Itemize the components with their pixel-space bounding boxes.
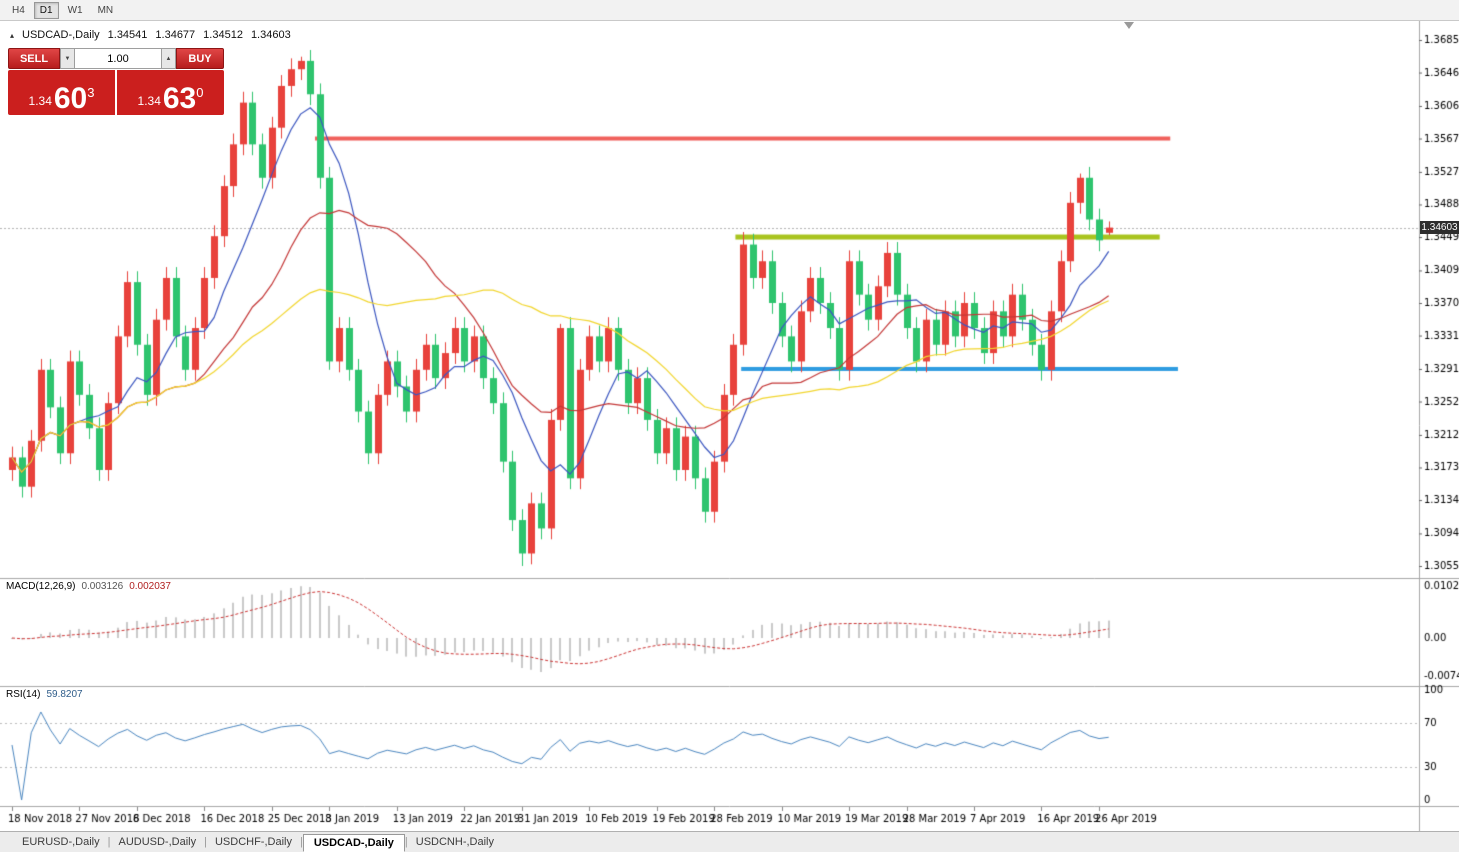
one-click-trading-panel: SELL ▼ 1.00 ▲ BUY 1.34 60 3 1.34 63 0 [8, 48, 224, 115]
timeframe-d1-button[interactable]: D1 [33, 1, 59, 19]
rsi-name: RSI(14) [6, 689, 41, 700]
sell-button[interactable]: SELL [8, 48, 60, 69]
chart-ohlc-header: ▴ USDCAD-,Daily 1.34541 1.34677 1.34512 … [10, 29, 291, 41]
chart-tabs-bar: EURUSD-,Daily | AUDUSD-,Daily | USDCHF-,… [0, 831, 1459, 852]
timeframe-mn-button[interactable]: MN [97, 4, 114, 16]
volume-input[interactable]: 1.00 [75, 48, 161, 69]
tab-separator: | [107, 836, 111, 848]
tab-separator: | [299, 836, 303, 848]
chart-shift-marker[interactable] [1124, 22, 1134, 29]
tab-eurusd-daily[interactable]: EURUSD-,Daily [22, 836, 100, 848]
ask-price-prefix: 1.34 [137, 94, 161, 108]
macd-name: MACD(12,26,9) [6, 581, 76, 592]
tab-separator: | [404, 836, 408, 848]
ohlc-close-value: 1.34603 [250, 29, 291, 41]
bid-price-prefix: 1.34 [28, 94, 52, 108]
macd-main-value: 0.003126 [81, 581, 124, 592]
rsi-value: 59.8207 [46, 689, 83, 700]
tab-audusd-daily[interactable]: AUDUSD-,Daily [118, 836, 197, 848]
ask-price-point: 0 [196, 85, 204, 100]
ohlc-high-value: 1.34677 [155, 29, 196, 41]
timeframe-w1-button[interactable]: W1 [67, 4, 83, 16]
tab-usdchf-daily[interactable]: USDCHF-,Daily [214, 836, 292, 848]
bid-price-point: 3 [87, 85, 95, 100]
tab-usdcnh-daily[interactable]: USDCNH-,Daily [415, 836, 494, 848]
macd-signal-value: 0.002037 [129, 581, 171, 592]
chart-symbol-label: USDCAD-,Daily [22, 29, 100, 41]
timeframe-toolbar: H4 D1 W1 MN [0, 0, 1459, 21]
macd-indicator-label: MACD(12,26,9) 0.003126 0.002037 [6, 581, 171, 592]
volume-increase-button[interactable]: ▲ [161, 48, 176, 69]
ask-price-pips: 63 [162, 82, 197, 115]
volume-decrease-button[interactable]: ▼ [60, 48, 75, 69]
bid-price-pips: 60 [53, 82, 88, 115]
current-price-badge: 1.34603 [1420, 221, 1459, 235]
ohlc-open-value: 1.34541 [107, 29, 148, 41]
tab-separator: | [204, 836, 207, 848]
symbol-marker-icon: ▴ [10, 30, 15, 40]
ask-price-display[interactable]: 1.34 63 0 [117, 70, 224, 115]
rsi-indicator-label: RSI(14) 59.8207 [6, 689, 83, 700]
timeframe-h4-button[interactable]: H4 [12, 4, 25, 16]
buy-button[interactable]: BUY [176, 48, 224, 69]
bid-price-display[interactable]: 1.34 60 3 [8, 70, 115, 115]
ohlc-low-value: 1.34512 [203, 29, 243, 41]
tab-usdcad-daily[interactable]: USDCAD-,Daily [302, 833, 405, 852]
